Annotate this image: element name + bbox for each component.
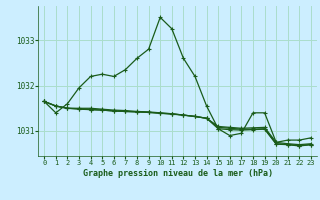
X-axis label: Graphe pression niveau de la mer (hPa): Graphe pression niveau de la mer (hPa) xyxy=(83,169,273,178)
